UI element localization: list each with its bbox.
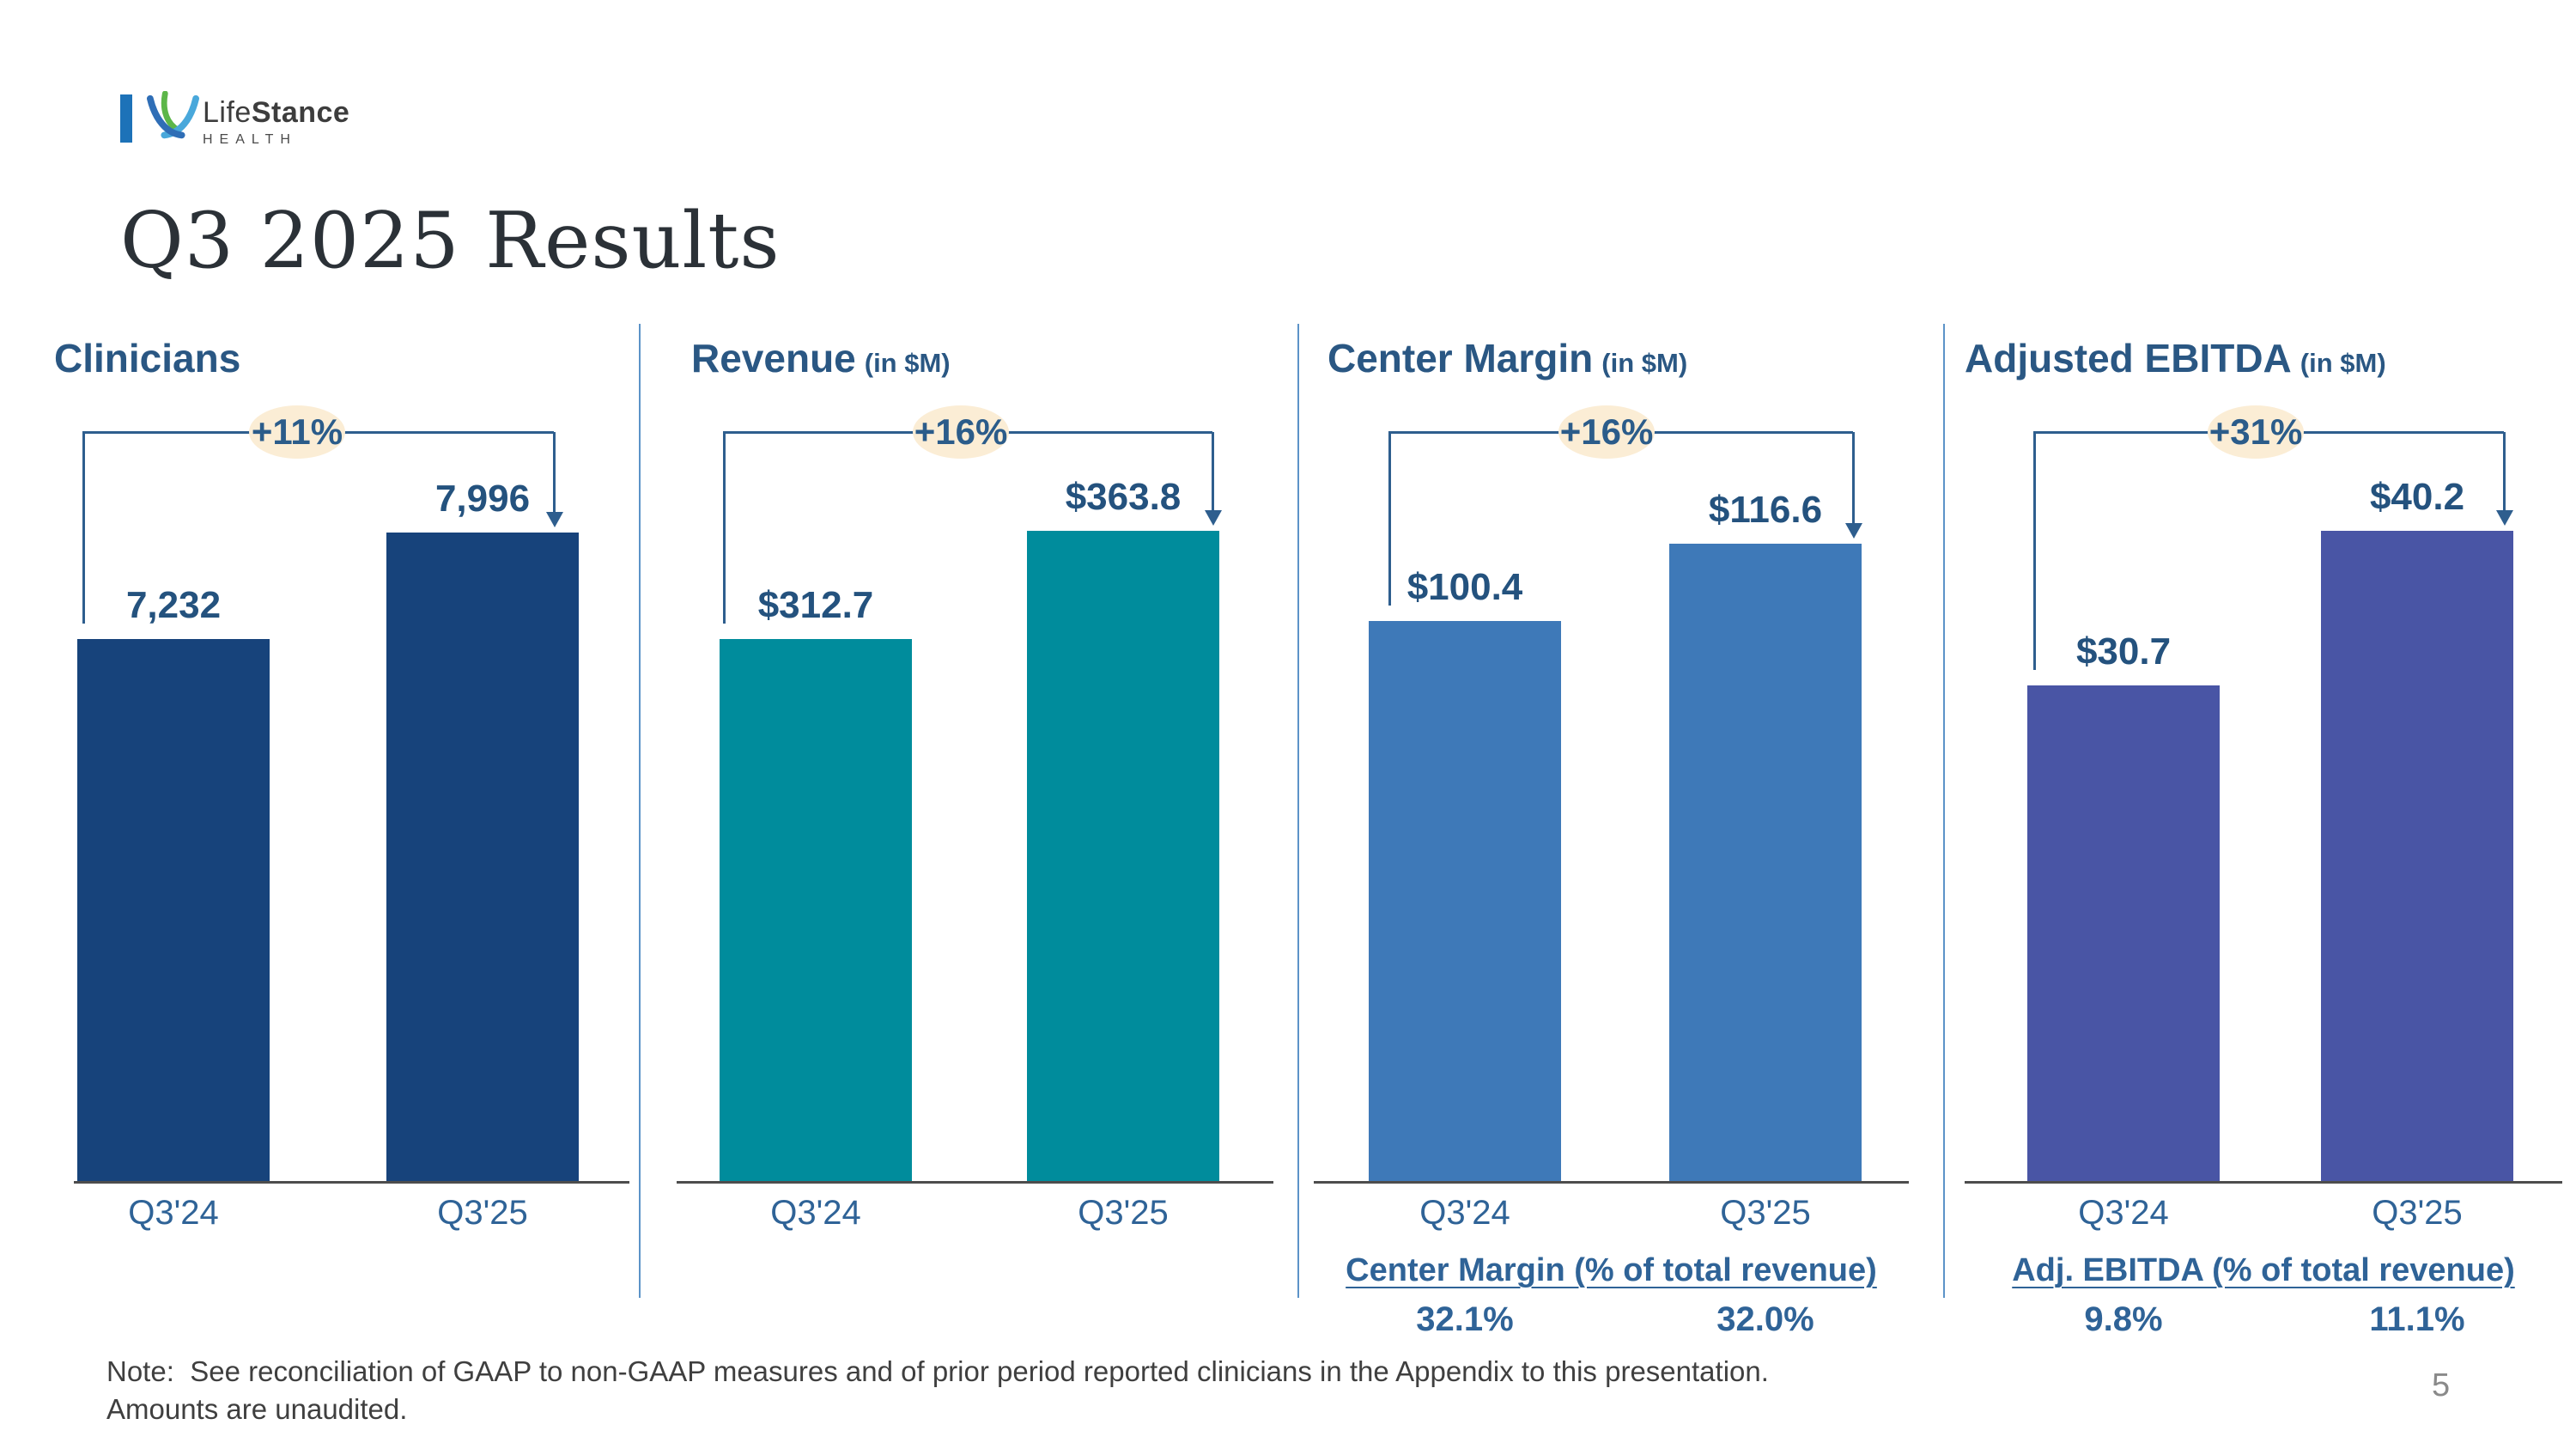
arrow-down-icon: [546, 512, 563, 527]
bracket-left-line: [723, 432, 726, 624]
bar-value-label: $363.8: [1065, 476, 1182, 518]
change-badge: +16%: [913, 405, 1009, 459]
panel-divider: [1297, 324, 1299, 1298]
bar-value-label: $30.7: [2075, 630, 2172, 673]
footnote-line1: Note: See reconciliation of GAAP to non-…: [106, 1355, 1769, 1387]
lifestance-swirl-icon: [144, 90, 201, 149]
bar-value-label: $116.6: [1708, 489, 1823, 531]
chart-title-unit: (in $M): [1601, 348, 1688, 378]
footnote-line2: Amounts are unaudited.: [106, 1393, 408, 1425]
page-title: Q3 2025 Results: [120, 196, 781, 286]
logo-name: LifeStance: [203, 96, 350, 129]
bar-q324: [2027, 685, 2220, 1181]
x-axis-line: [1965, 1181, 2562, 1184]
margin-footer-label: Adj. EBITDA (% of total revenue): [2012, 1252, 2515, 1288]
x-axis-line: [677, 1181, 1273, 1184]
bracket-right-line: [2503, 432, 2506, 510]
chart-title-text: Revenue: [691, 336, 856, 381]
panel-divider: [639, 324, 641, 1298]
x-axis-label: Q3'24: [2078, 1194, 2169, 1232]
x-axis-label: Q3'25: [1720, 1194, 1811, 1232]
arrow-down-icon: [2496, 510, 2513, 526]
bar-q325: [1027, 531, 1219, 1181]
bar-value-label: 7,232: [125, 584, 222, 626]
change-badge: +31%: [2208, 405, 2304, 459]
bar-q324: [1369, 621, 1561, 1181]
margin-footer-label: Center Margin (% of total revenue): [1346, 1252, 1877, 1288]
chart-title-unit: (in $M): [864, 348, 951, 378]
bracket-right-line: [553, 432, 556, 512]
change-badge: +16%: [1558, 405, 1655, 459]
x-axis-label: Q3'25: [2372, 1194, 2463, 1232]
bracket-left-line: [1388, 432, 1391, 606]
chart-title: Revenue (in $M): [691, 335, 951, 381]
bracket-right-line: [1852, 432, 1855, 523]
chart-panel-clinicians: Clinicians +11% 7,232 7,996 Q3'24 Q3'25: [54, 326, 629, 1366]
bracket-left-line: [82, 432, 85, 624]
margin-footer-value: 11.1%: [2369, 1300, 2465, 1338]
panel-divider: [1943, 324, 1945, 1298]
chart-title-text: Clinicians: [54, 336, 241, 381]
logo-accent-bar: [120, 94, 132, 143]
bar-q324: [720, 639, 912, 1181]
logo-tagline: HEALTH: [203, 132, 297, 147]
chart-panel-adjusted-ebitda: Adjusted EBITDA (in $M) +31% $30.7 $40.2 …: [1965, 326, 2562, 1366]
chart-title-unit: (in $M): [2300, 348, 2386, 378]
x-axis-label: Q3'25: [1078, 1194, 1169, 1232]
bar-value-label: $312.7: [757, 584, 874, 626]
chart-title: Clinicians: [54, 335, 249, 381]
bar-q324: [77, 639, 270, 1181]
margin-footer-value: 32.1%: [1416, 1300, 1514, 1338]
x-axis-label: Q3'25: [437, 1194, 528, 1232]
chart-title-text: Center Margin: [1327, 336, 1594, 381]
margin-footer-value: 32.0%: [1716, 1300, 1814, 1338]
change-badge: +11%: [249, 405, 345, 459]
x-axis-line: [1314, 1181, 1909, 1184]
bar-value-label: 7,996: [434, 478, 531, 520]
logo-text: LifeStance HEALTH: [203, 98, 349, 147]
page-number: 5: [2432, 1367, 2451, 1403]
bar-q325: [1669, 544, 1862, 1181]
x-axis-label: Q3'24: [128, 1194, 219, 1232]
bar-value-label: $40.2: [2369, 476, 2465, 518]
chart-panel-center-margin: Center Margin (in $M) +16% $100.4 $116.6 …: [1314, 326, 1909, 1366]
bar-value-label: $100.4: [1406, 566, 1523, 608]
margin-footer-value: 9.8%: [2084, 1300, 2163, 1338]
bracket-left-line: [2033, 432, 2036, 670]
arrow-down-icon: [1845, 523, 1862, 539]
x-axis-label: Q3'24: [770, 1194, 861, 1232]
chart-title: Center Margin (in $M): [1327, 335, 1687, 381]
bracket-right-line: [1212, 432, 1214, 510]
chart-title: Adjusted EBITDA (in $M): [1965, 335, 2386, 381]
x-axis-line: [74, 1181, 629, 1184]
chart-title-text: Adjusted EBITDA: [1965, 336, 2292, 381]
bar-q325: [386, 533, 579, 1181]
arrow-down-icon: [1205, 510, 1222, 526]
bar-q325: [2321, 531, 2513, 1181]
chart-panel-revenue: Revenue (in $M) +16% $312.7 $363.8 Q3'24 …: [677, 326, 1273, 1366]
x-axis-label: Q3'24: [1419, 1194, 1510, 1232]
